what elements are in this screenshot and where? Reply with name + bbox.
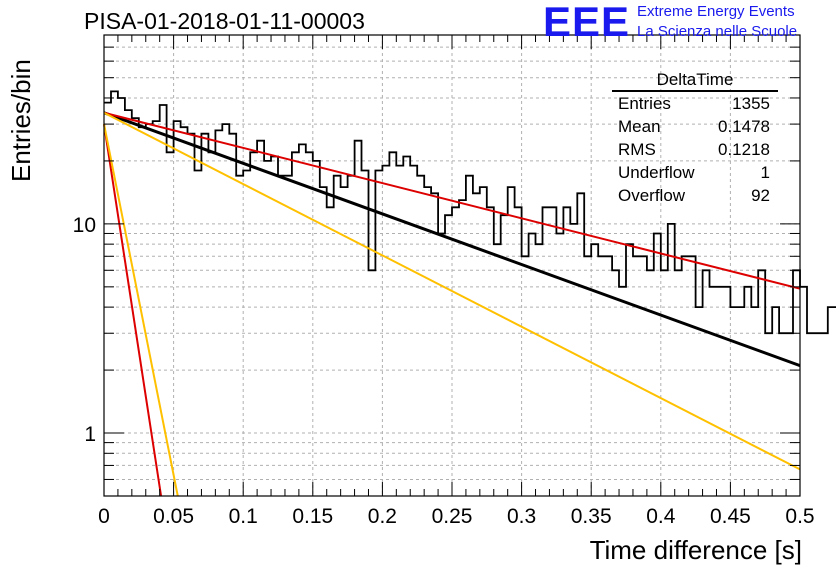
stats-box: DeltaTime Entries 1355 Mean 0.1478 RMS 0.12… <box>612 70 778 207</box>
x-tick-label: 0.2 <box>368 505 397 528</box>
x-tick-label: 0.35 <box>571 505 612 528</box>
stats-row-rms: RMS 0.1218 <box>612 138 778 161</box>
stats-row-mean: Mean 0.1478 <box>612 115 778 138</box>
x-tick-label: 0.4 <box>646 505 676 528</box>
chart-title: PISA-01-2018-01-11-00003 <box>84 8 365 34</box>
x-tick-label: 0.25 <box>432 505 473 528</box>
stats-row-overflow: Overflow 92 <box>612 184 778 207</box>
x-tick-label: 0.45 <box>710 505 751 528</box>
logo-line-1: Extreme Energy Events <box>637 3 795 20</box>
logo-line-2: La Scienza nelle Scuole <box>637 23 798 40</box>
fit-curves-layer <box>103 111 801 497</box>
x-tick-label: 0.1 <box>229 505 258 528</box>
fit-curve-4 <box>103 123 179 497</box>
fit-curve-0 <box>103 111 801 368</box>
stats-label: Overflow <box>618 186 686 205</box>
stats-row-underflow: Underflow 1 <box>612 161 778 184</box>
x-tick-label: 0.05 <box>153 505 194 528</box>
stats-box-title: DeltaTime <box>612 70 778 92</box>
x-tick-label: 0.5 <box>785 505 814 528</box>
eee-logo: EEE <box>543 0 631 45</box>
x-tick-label: 0 <box>98 505 110 528</box>
stats-value: 1 <box>760 163 770 182</box>
y-tick-label: 10 <box>73 214 96 237</box>
stats-label: Entries <box>618 94 671 113</box>
stats-value: 0.1478 <box>718 117 770 136</box>
x-tick-label: 0.15 <box>292 505 333 528</box>
stats-value: 1355 <box>732 94 770 113</box>
y-axis-title: Entries/bin <box>6 59 36 182</box>
stats-value: 0.1218 <box>718 140 770 159</box>
stats-label: Mean <box>618 117 661 136</box>
stats-row-entries: Entries 1355 <box>612 92 778 115</box>
histogram-steps <box>104 90 836 335</box>
histogram-layer <box>104 90 836 335</box>
fit-curve-1 <box>103 111 801 290</box>
fit-curve-3 <box>103 123 163 497</box>
axes-layer: 0 0.05 0.1 0.15 0.2 0.25 0.3 0.35 0.4 0.45 0.5 1 10 <box>73 34 815 528</box>
stats-value: 92 <box>751 186 770 205</box>
y-tick-label: 1 <box>84 423 96 446</box>
x-axis-title: Time difference [s] <box>589 535 802 565</box>
stats-label: RMS <box>618 140 656 159</box>
fit-curve-2 <box>103 111 801 471</box>
x-tick-label: 0.3 <box>507 505 536 528</box>
stats-label: Underflow <box>618 163 695 182</box>
